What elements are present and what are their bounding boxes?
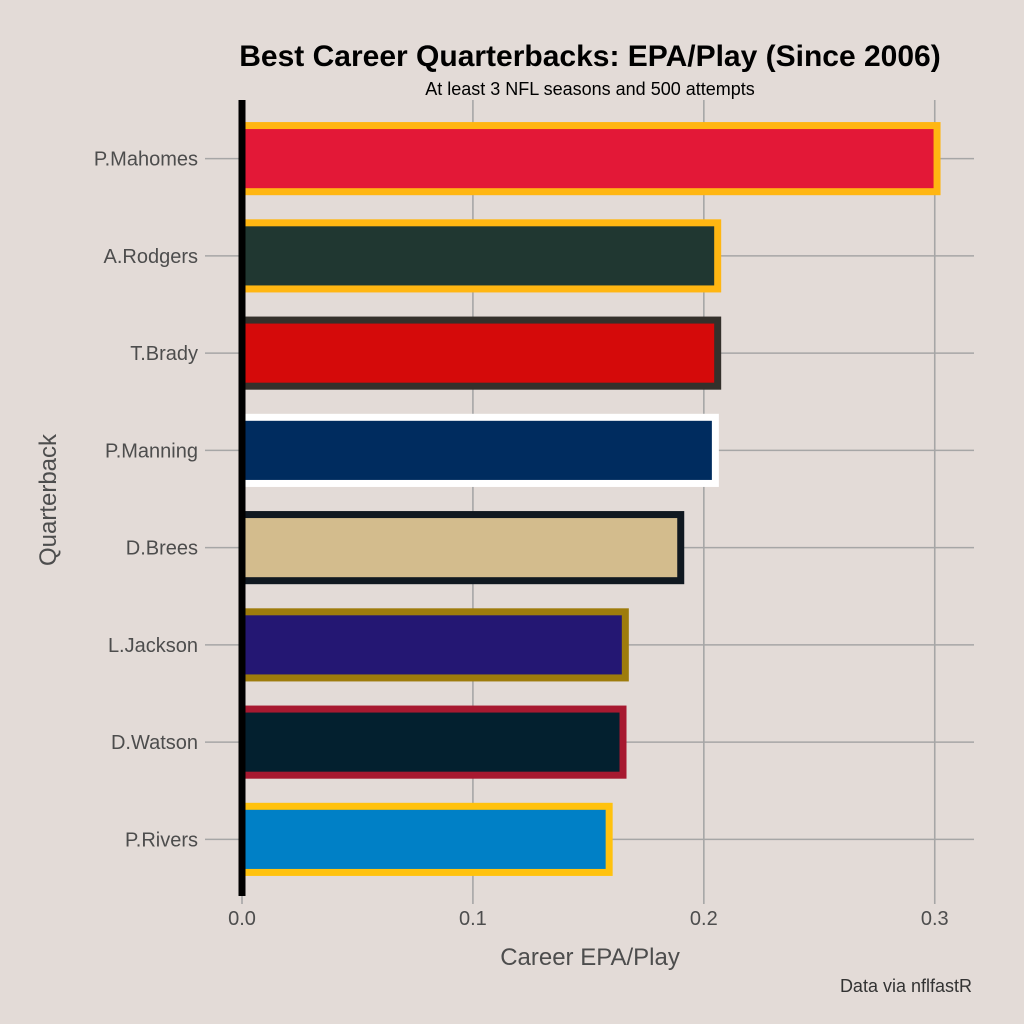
- bar-d-watson: [238, 705, 627, 779]
- y-tick-label: P.Mahomes: [94, 149, 198, 171]
- y-tick-label: D.Watson: [111, 732, 198, 754]
- bar-d-brees: [238, 511, 685, 585]
- y-tick-label: L.Jackson: [108, 635, 198, 657]
- bar-p-manning: [238, 413, 719, 487]
- bar-p-rivers: [238, 802, 613, 876]
- y-tick-label: T.Brady: [130, 343, 198, 365]
- y-axis-title: Quarterback: [35, 433, 62, 566]
- bar-l-jackson: [238, 608, 629, 682]
- x-tick-label: 0.1: [459, 908, 487, 930]
- bar-a-rodgers: [238, 219, 722, 293]
- y-tick-label: A.Rodgers: [104, 246, 199, 268]
- y-tick-label: P.Manning: [105, 440, 198, 462]
- y-tick-label: P.Rivers: [125, 829, 198, 851]
- x-axis-ticks: 0.0 0.1 0.2 0.3: [228, 908, 949, 930]
- x-tick-label: 0.2: [690, 908, 718, 930]
- x-axis-title: Career EPA/Play: [500, 944, 680, 971]
- y-tick-label: D.Brees: [126, 538, 198, 560]
- chart-caption: Data via nflfastR: [840, 976, 972, 996]
- chart-subtitle: At least 3 NFL seasons and 500 attempts: [425, 79, 755, 99]
- chart-title: Best Career Quarterbacks: EPA/Play (Sinc…: [239, 40, 940, 73]
- x-tick-label: 0.3: [921, 908, 949, 930]
- bar-t-brady: [238, 316, 722, 390]
- x-tick-label: 0.0: [228, 908, 256, 930]
- bars: [238, 122, 941, 876]
- bar-p-mahomes: [238, 122, 941, 196]
- y-axis-ticks: P.Mahomes A.Rodgers T.Brady P.Manning D.Bree…: [94, 149, 198, 852]
